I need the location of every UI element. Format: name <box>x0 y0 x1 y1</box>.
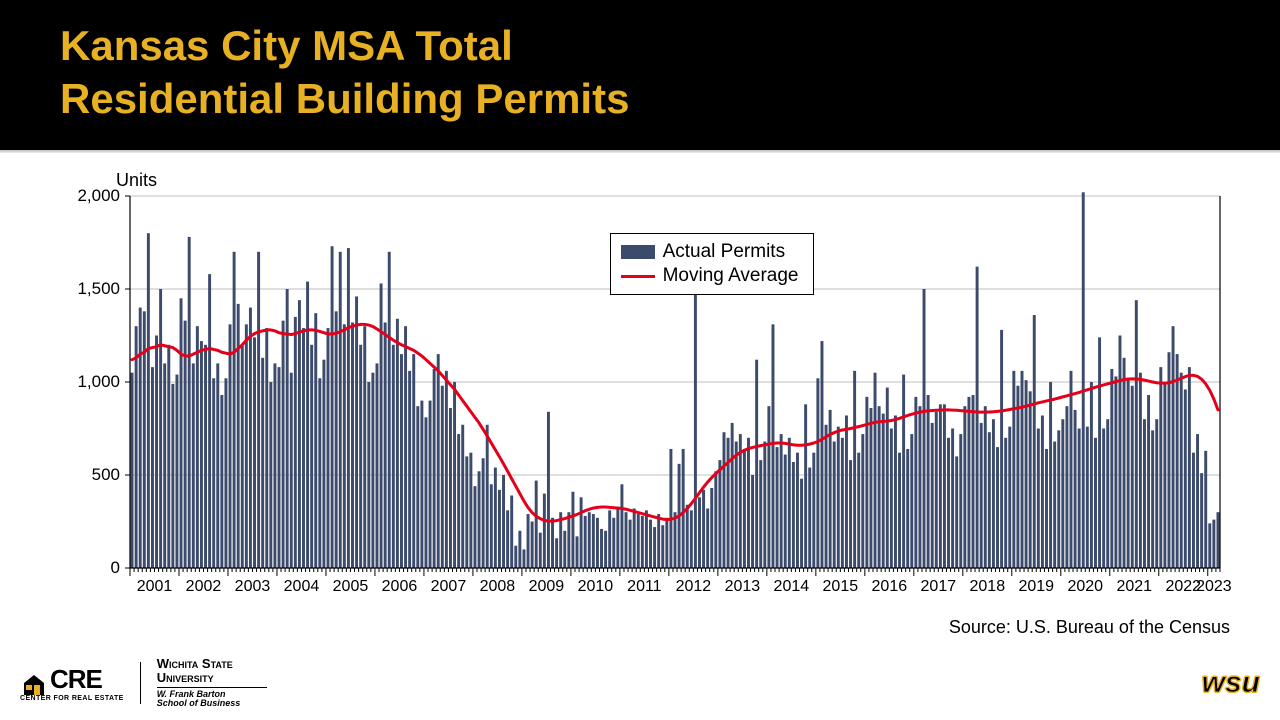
x-tick-label: 2020 <box>1067 578 1103 596</box>
cre-subtext: CENTER FOR REAL ESTATE <box>20 695 124 702</box>
cre-text: CRE <box>50 664 102 695</box>
logo-left-group: CRE CENTER FOR REAL ESTATE Wichita State… <box>20 657 267 708</box>
x-tick-label: 2007 <box>431 578 467 596</box>
x-tick-label: 2011 <box>627 578 661 596</box>
x-tick-label: 2016 <box>872 578 908 596</box>
x-tick-label: 2008 <box>480 578 516 596</box>
x-tick-label: 2009 <box>529 578 565 596</box>
title-bar: Kansas City MSA Total Residential Buildi… <box>0 0 1280 150</box>
title-line-1: Kansas City MSA Total <box>60 22 513 69</box>
house-icon <box>20 673 48 695</box>
y-tick-label: 0 <box>65 558 120 578</box>
chart-source: Source: U.S. Bureau of the Census <box>949 617 1230 638</box>
logo-divider <box>140 662 141 704</box>
x-tick-label: 2019 <box>1018 578 1054 596</box>
x-tick-label: 2006 <box>382 578 418 596</box>
slide-title: Kansas City MSA Total Residential Buildi… <box>60 20 1220 125</box>
x-tick-label: 2001 <box>137 578 173 596</box>
x-tick-label: 2021 <box>1116 578 1152 596</box>
title-line-2: Residential Building Permits <box>60 75 629 122</box>
x-tick-label: 2023 <box>1196 578 1232 596</box>
univ-sub-2: School of Business <box>157 699 267 708</box>
x-tick-label: 2015 <box>823 578 859 596</box>
cre-logo: CRE CENTER FOR REAL ESTATE <box>20 664 124 702</box>
x-tick-label: 2002 <box>186 578 222 596</box>
legend-swatch-bar <box>621 245 655 259</box>
wsu-logo: wsu <box>1202 666 1260 700</box>
univ-line-1: Wichita State <box>157 657 267 671</box>
x-tick-label: 2010 <box>578 578 614 596</box>
chart-area: Units Source: U.S. Bureau of the Census … <box>70 170 1230 630</box>
university-block: Wichita State University W. Frank Barton… <box>157 657 267 708</box>
x-tick-label: 2003 <box>235 578 271 596</box>
y-tick-label: 1,500 <box>65 279 120 299</box>
legend-item: Actual Permits <box>621 240 799 264</box>
legend-swatch-line <box>621 275 655 278</box>
univ-line-2: University <box>157 671 267 685</box>
x-tick-label: 2013 <box>725 578 761 596</box>
x-tick-label: 2012 <box>676 578 712 596</box>
y-tick-label: 500 <box>65 465 120 485</box>
title-underline <box>0 150 1280 153</box>
x-tick-label: 2005 <box>333 578 369 596</box>
legend-item: Moving Average <box>621 264 799 288</box>
wsu-logo-text: wsu <box>1202 666 1260 699</box>
y-axis-title: Units <box>116 170 157 191</box>
x-tick-label: 2018 <box>970 578 1006 596</box>
footer: CRE CENTER FOR REAL ESTATE Wichita State… <box>20 658 1260 708</box>
x-tick-label: 2017 <box>921 578 957 596</box>
chart-legend: Actual PermitsMoving Average <box>610 233 814 295</box>
legend-label: Actual Permits <box>663 241 785 263</box>
y-tick-label: 1,000 <box>65 372 120 392</box>
y-tick-label: 2,000 <box>65 186 120 206</box>
legend-label: Moving Average <box>663 265 799 287</box>
x-tick-label: 2004 <box>284 578 320 596</box>
x-tick-label: 2014 <box>774 578 810 596</box>
